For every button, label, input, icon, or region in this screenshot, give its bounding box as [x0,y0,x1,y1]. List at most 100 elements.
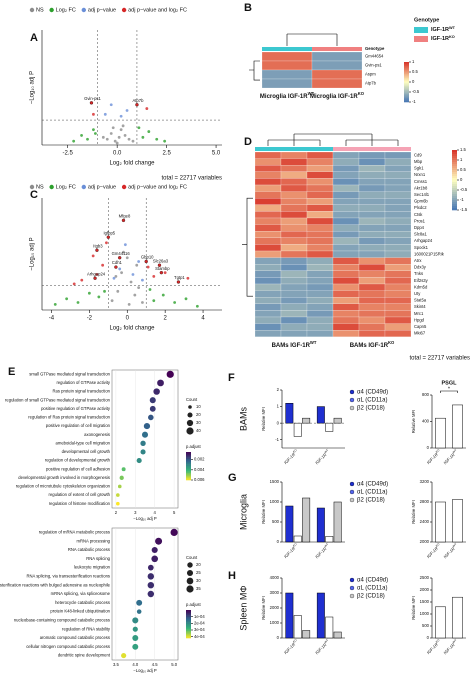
colorbar [404,71,409,73]
colorbar [186,457,191,460]
row-label: BAMs [238,407,248,432]
row-label: Mbp [414,159,423,164]
term-label: regulation of Ras protein signal transdu… [28,415,110,420]
color-legend-title: p.adjust [186,602,202,607]
annotation-bar [333,147,411,151]
heatmap-cell [358,151,386,159]
bar [302,497,311,543]
term-label: mRNA splicing, via spliceosome [51,591,111,596]
x-tick-label-sup: WT [323,542,329,548]
size-legend-label: 10 [196,404,201,409]
y-tick-label: 800 [422,392,430,397]
heatmap-cell [358,224,386,232]
heatmap-cell [280,283,308,291]
y-tick-label: 0 [427,635,430,640]
colorbar-label: -0.5 [460,187,468,192]
dot [155,537,163,545]
colorbar [452,164,457,167]
heatmap-cell [332,330,360,337]
y-tick-label: 2 [277,387,280,392]
x-tick-label: 2 [115,510,118,515]
heatmap-cell [306,211,334,219]
heatmap-cell [280,178,308,186]
legend-label: β2 (CD18) [357,406,385,412]
x-tick-label-sup: KO [435,638,441,644]
plot-frame [111,527,179,661]
term-label: nucleobase-containing compound catabolic… [14,618,110,623]
row-label: Hpgd [414,317,425,322]
point-label: Arhgap24 [87,271,106,276]
point [161,293,165,297]
heatmap-cell [358,264,386,271]
colorbar [404,87,409,89]
heatmap-cell [384,277,412,285]
colorbar [186,471,191,474]
dot [147,564,154,571]
size-legend-label: 20 [196,562,201,567]
annotation-bar [255,147,333,151]
dot [151,555,159,563]
row-label: 1600021P15Rik [414,251,445,256]
colorbar [186,631,191,633]
legend-marker [29,184,35,190]
annotation-label: Genotype [365,46,385,51]
row-label: Arhgap24 [414,238,433,243]
size-legend-label: 30 [196,420,201,425]
term-label: RNA splicing [86,556,110,561]
y-tick-label: 2800 [420,499,430,504]
heatmap-cell [384,250,412,258]
colorbar [452,168,457,171]
x-tick-label: 2.5 [162,151,171,157]
colorbar [186,632,191,635]
group-label-sup: WT [310,339,317,344]
y-tick-label: 1000 [270,499,280,504]
y-axis-title: −Log₁₀ adj P [30,71,36,104]
heatmap-cell [332,257,360,265]
term-label: positive regulation of cell adhesion [46,466,111,471]
colorbar [404,86,409,88]
heatmap-cell [261,60,313,71]
legend-marker [349,497,355,503]
row-label: Cd9 [414,152,422,157]
heatmap-cell [254,283,282,291]
heatmap-cell [261,69,313,80]
heatmap-cell [384,310,412,318]
heatmap-cell [384,257,412,265]
heatmap-cell [254,264,282,271]
heatmap-cell [254,151,282,159]
colorbar [452,186,457,189]
dot [153,388,160,395]
colorbar [186,636,191,639]
point [114,275,118,278]
heatmap-cell [254,171,282,179]
y-tick-label: 2000 [270,605,280,610]
heatmap-cell [332,244,360,252]
heatmap-cell [332,297,360,304]
point [87,291,91,295]
term-label: regulation of GTPase activity [56,380,110,385]
point [141,135,145,139]
colorbar [452,198,457,201]
heatmap-cell [254,257,282,265]
y-tick-label: 1500 [270,479,280,484]
term-label: leukocyte migration [74,565,111,570]
heatmap-cell [358,277,386,285]
term-label: ameboidal-type cell migration [56,440,111,445]
point [109,103,113,107]
y-tick-label: 400 [422,419,430,424]
heatmap-cell [306,250,334,258]
point [116,289,120,293]
legend-label-sup: KO [449,35,455,39]
point [145,107,149,110]
colorbar [404,62,409,64]
point-label: Cdh1 [112,260,123,265]
heatmap-cell [254,184,282,192]
point-label: Gbp10 [141,255,154,260]
x-tick-label: IGF-1RKO [425,638,443,656]
row-label: Pros1 [414,218,426,223]
group-label-base: Microglia IGF-1R [310,94,358,100]
dot [116,501,120,506]
y-axis-title: Relative MFI [261,596,266,620]
labeled-point [159,271,164,275]
point [127,137,131,141]
